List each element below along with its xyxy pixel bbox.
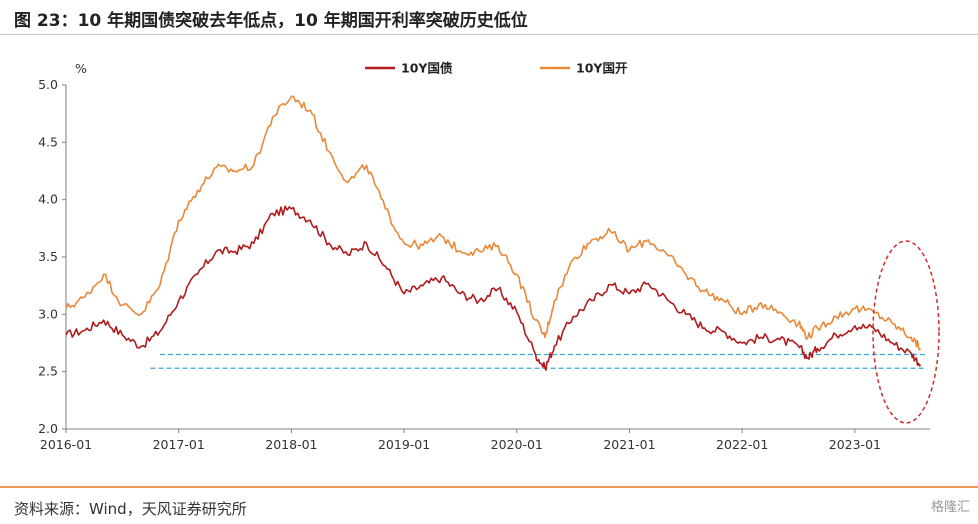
- x-tick-label: 2020-01: [491, 437, 543, 452]
- chart-title: 图 23：10 年期国债突破去年低点，10 年期国开利率突破历史低位: [14, 11, 528, 31]
- x-tick-label: 2016-01: [40, 437, 92, 452]
- legend-label: 10Y国债: [401, 61, 453, 76]
- y-tick-label: 3.0: [38, 306, 58, 321]
- y-tick-label: 4.0: [38, 192, 58, 207]
- y-axis: 2.0 2.5 3.0 3.5 4.0 4.5 5.0%: [38, 61, 87, 436]
- chart-area: 2.02.53.03.54.04.55.0% 2016-01 2017-01 201…: [38, 61, 940, 452]
- x-tick-label: 2019-01: [378, 437, 430, 452]
- y-tick-label: 4.5: [38, 134, 58, 149]
- series-layer: [65, 95, 922, 371]
- x-tick-label: 2021-01: [603, 437, 655, 452]
- x-tick-label: 2022-01: [716, 437, 768, 452]
- y-tick-label: 2.0: [38, 421, 58, 436]
- watermark: 格隆汇: [930, 500, 970, 515]
- footer-divider: [0, 486, 978, 488]
- series-line-cdb-10y: [65, 95, 922, 351]
- x-tick-label: 2017-01: [153, 437, 205, 452]
- reference-lines: [150, 353, 926, 369]
- legend: 10Y国债 10Y国开: [365, 61, 628, 76]
- x-axis: 2016-01 2017-01 2018-01 2019-01 2020-01 2021-…: [40, 428, 930, 452]
- series-line-treasury-10y: [65, 205, 922, 371]
- title-divider: [0, 34, 978, 35]
- y-tick-label: 3.5: [38, 249, 58, 264]
- x-tick-label: 2018-01: [265, 437, 317, 452]
- highlight-ellipse: [872, 240, 940, 424]
- source-note: 资料来源：Wind，天风证券研究所: [14, 500, 247, 518]
- y-tick-label: 5.0: [38, 77, 58, 92]
- y-axis-unit: %: [75, 61, 87, 76]
- x-tick-label: 2023-01: [829, 437, 881, 452]
- y-tick-label: 2.5: [38, 364, 58, 379]
- legend-label: 10Y国开: [576, 61, 628, 76]
